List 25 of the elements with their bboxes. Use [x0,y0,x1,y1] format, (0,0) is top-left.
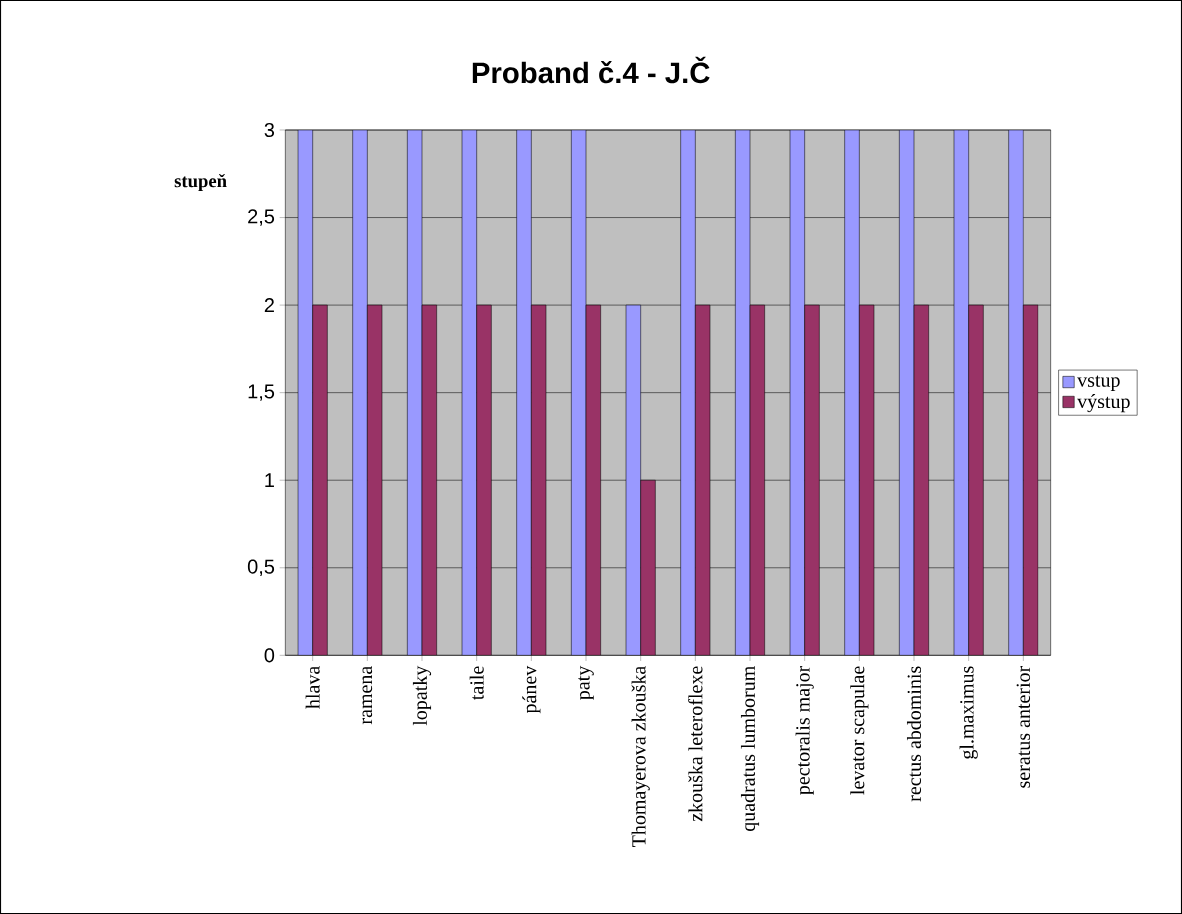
x-tick-label: taile [469,666,484,700]
y-tick-label: 0,5 [247,559,275,577]
x-tick-label: gl.maximus [959,666,978,759]
y-tick-label: 3 [264,122,275,138]
x-tick-label: paty [578,665,594,700]
x-tick-label: seratus anterior [1016,665,1031,788]
legend-label: výstup [1077,394,1130,413]
y-tick-label: 2 [264,298,274,313]
y-tick-label: 1 [265,473,274,488]
legend-label: vstup [1077,375,1120,391]
chart-title: Proband č.4 - J.Č [472,56,710,84]
x-tick-label: Thomayerova zkouška [631,666,650,847]
x-tick-label: pectoralis major [795,665,814,795]
y-tick-label: 0 [264,648,275,663]
x-tick-label: levator scapulae [850,666,869,795]
x-tick-label: hlava [305,666,320,709]
y-tick-label: 1,5 [248,384,275,401]
x-tick-label: rectus abdominis [906,666,922,802]
x-tick-label: quadratus lumborum [740,666,760,832]
y-tick-label: 2,5 [248,209,275,226]
x-tick-label: zkouška leteroflexe [688,666,703,822]
x-tick-label: lopatky [412,665,432,726]
y-axis-title: stupeň [174,173,227,192]
x-tick-label: pánev [522,665,541,714]
x-tick-label: ramena [362,666,373,725]
